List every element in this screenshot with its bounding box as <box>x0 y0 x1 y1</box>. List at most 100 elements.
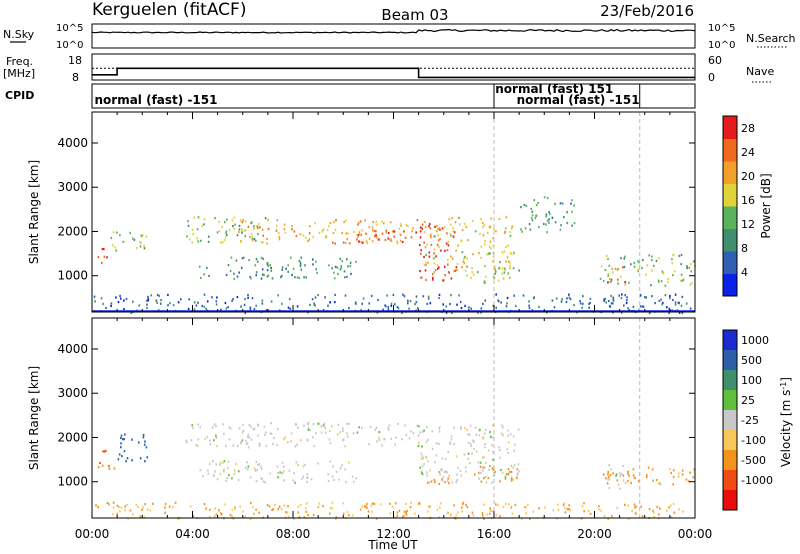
scatter-cell <box>528 223 531 226</box>
scatter-cell <box>187 220 189 223</box>
scatter-cell <box>139 457 142 460</box>
scatter-cell <box>324 296 326 299</box>
scatter-cell <box>146 508 149 511</box>
scatter-cell <box>232 225 234 228</box>
scatter-cell <box>371 510 373 513</box>
scatter-cell <box>247 446 250 449</box>
scatter-cell <box>215 434 217 437</box>
scatter-cell <box>129 509 132 512</box>
scatter-cell <box>351 514 354 517</box>
scatter-cell <box>264 481 267 484</box>
scatter-cell <box>101 464 104 467</box>
scatter-cell <box>501 272 503 275</box>
scatter-cell <box>495 230 497 233</box>
scatter-cell <box>412 227 414 230</box>
scatter-cell <box>436 508 439 511</box>
scatter-cell <box>215 463 217 466</box>
scatter-cell <box>678 311 681 314</box>
scatter-cell <box>420 276 422 279</box>
scatter-cell <box>147 298 150 301</box>
scatter-cell <box>685 478 688 481</box>
scatter-cell <box>627 472 629 475</box>
scatter-cell <box>453 270 455 273</box>
scatter-cell <box>95 504 97 507</box>
scatter-cell <box>651 259 653 262</box>
scatter-cell <box>374 428 377 431</box>
scatter-cell <box>568 293 570 296</box>
scatter-cell <box>638 264 641 267</box>
scatter-cell <box>234 223 236 226</box>
scatter-cell <box>545 213 548 216</box>
scatter-cell <box>444 249 446 252</box>
scatter-cell <box>323 422 326 425</box>
scatter-cell <box>333 220 335 224</box>
scatter-cell <box>478 477 480 480</box>
scatter-cell <box>357 223 359 226</box>
scatter-cell <box>156 301 158 304</box>
scatter-cell <box>422 473 424 476</box>
scatter-cell <box>394 502 397 505</box>
scatter-cell <box>264 433 266 436</box>
power-colorbar-label: Power [dB] <box>759 173 773 238</box>
scatter-cell <box>619 475 622 478</box>
scatter-cell <box>464 427 466 430</box>
scatter-cell <box>564 511 567 514</box>
scatter-cell <box>209 508 211 511</box>
scatter-cell <box>438 227 441 230</box>
scatter-cell <box>426 510 429 513</box>
scatter-cell <box>611 302 614 305</box>
freq-tick-bottom: 8 <box>72 71 79 84</box>
scatter-cell <box>208 235 210 238</box>
scatter-cell <box>241 228 243 231</box>
scatter-cell <box>333 478 335 481</box>
scatter-cell <box>490 217 492 220</box>
scatter-cell <box>468 433 471 436</box>
scatter-cell <box>669 295 671 298</box>
scatter-cell <box>510 506 513 509</box>
scatter-cell <box>513 449 515 452</box>
scatter-cell <box>490 435 492 438</box>
scatter-cell <box>467 452 470 455</box>
scatter-cell <box>355 260 357 263</box>
scatter-cell <box>204 437 206 440</box>
scatter-cell <box>384 304 386 307</box>
scatter-cell <box>432 257 435 260</box>
scatter-cell <box>483 517 485 521</box>
scatter-cell <box>645 273 647 276</box>
scatter-cell <box>239 505 241 508</box>
scatter-cell <box>680 263 682 266</box>
scatter-cell <box>448 482 450 485</box>
scatter-cell <box>482 225 484 229</box>
nave-label: Nave <box>746 65 774 78</box>
scatter-cell <box>305 502 308 505</box>
scatter-cell <box>116 513 118 516</box>
scatter-cell <box>460 474 462 477</box>
scatter-cell <box>200 239 202 242</box>
scatter-cell <box>478 434 481 437</box>
scatter-cell <box>651 468 654 471</box>
scatter-cell <box>472 273 475 276</box>
scatter-cell <box>346 258 348 261</box>
scatter-cell <box>223 239 226 242</box>
scatter-cell <box>410 430 412 433</box>
scatter-region <box>423 216 515 274</box>
scatter-cell <box>226 233 228 237</box>
scatter-cell <box>299 233 302 236</box>
scatter-cell <box>341 260 344 263</box>
scatter-cell <box>437 239 440 242</box>
scatter-cell <box>229 269 232 272</box>
scatter-cell <box>327 479 330 483</box>
scatter-cell <box>276 443 278 447</box>
power-colorbar-segment <box>723 116 737 139</box>
scatter-cell <box>607 281 610 284</box>
scatter-cell <box>196 237 198 240</box>
scatter-cell <box>245 442 248 445</box>
scatter-cell <box>399 233 402 236</box>
scatter-cell <box>622 465 624 468</box>
scatter-cell <box>627 504 630 507</box>
scatter-cell <box>213 439 215 442</box>
scatter-cell <box>305 510 308 513</box>
scatter-cell <box>504 477 507 480</box>
scatter-cell <box>142 506 145 509</box>
scatter-cell <box>672 274 674 277</box>
